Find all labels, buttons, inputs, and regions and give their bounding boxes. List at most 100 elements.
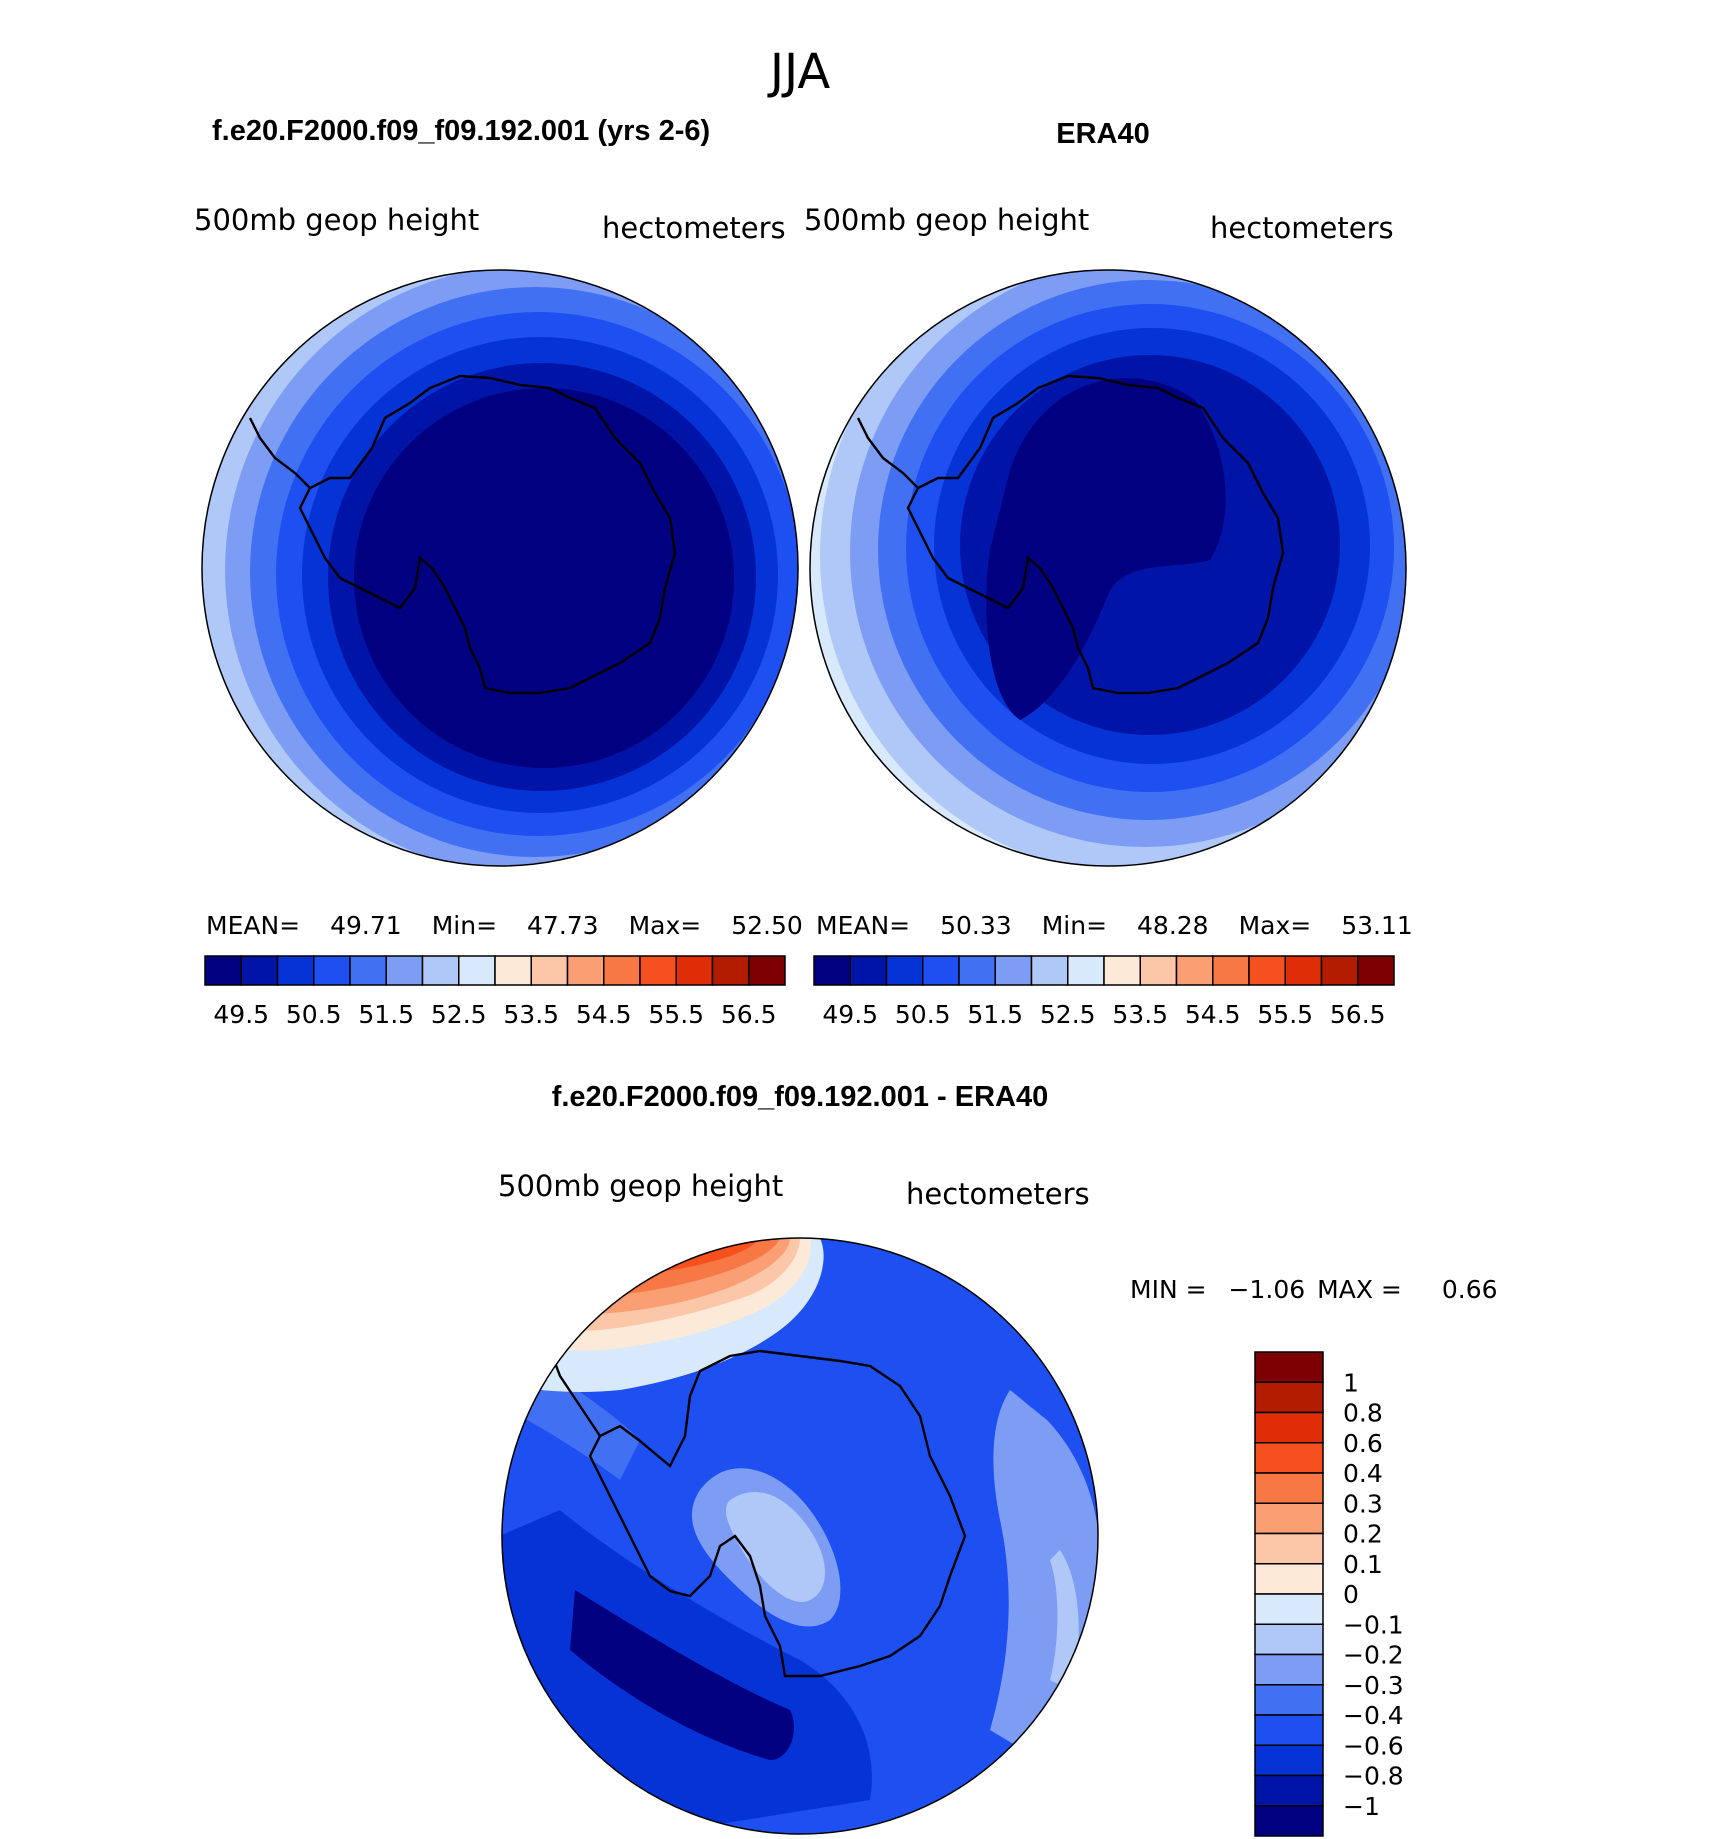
colorbar-tick-label: −1 bbox=[1343, 1792, 1380, 1821]
colorbar-tick-label: 0.8 bbox=[1343, 1399, 1383, 1428]
colorbar-swatch bbox=[922, 955, 960, 986]
colorbar-tick-label: −0.6 bbox=[1343, 1731, 1404, 1760]
colorbar-tick-label: 51.5 bbox=[358, 1000, 414, 1029]
colorbar-tick-label: 52.5 bbox=[1040, 1000, 1096, 1029]
colorbar-tick-label: 54.5 bbox=[1185, 1000, 1241, 1029]
colorbar-swatch bbox=[1357, 955, 1395, 986]
coastline-model bbox=[248, 374, 677, 695]
colorbar-swatch bbox=[1254, 1563, 1324, 1595]
colorbar-swatch bbox=[530, 955, 569, 986]
colorbar-tick-label: 53.5 bbox=[1112, 1000, 1168, 1029]
colorbar-swatch bbox=[1284, 955, 1323, 986]
colorbar-swatch bbox=[885, 955, 924, 986]
stats-obs: MEAN= 50.33 Min= 48.28 Max= 53.11 bbox=[816, 911, 1413, 940]
colorbar-tick-label: −0.1 bbox=[1343, 1610, 1404, 1639]
field-label-model: 500mb geop height bbox=[194, 203, 479, 237]
antarctica-outline-obs bbox=[906, 374, 1285, 695]
colorbar-tick-label: 50.5 bbox=[286, 1000, 342, 1029]
colorbar-swatch bbox=[994, 955, 1033, 986]
colorbar-swatch bbox=[1254, 1532, 1324, 1565]
map-diff-south-darker bbox=[570, 1590, 794, 1760]
coastline-obs bbox=[856, 374, 1285, 695]
colorbar-tick-label: 0 bbox=[1343, 1580, 1359, 1609]
stats-diff: MIN = −1.06 MAX = 0.66 bbox=[1130, 1275, 1498, 1304]
panel-title-obs: ERA40 bbox=[1056, 118, 1150, 150]
colorbar-swatch bbox=[385, 955, 424, 986]
colorbar-tick-label: 49.5 bbox=[822, 1000, 878, 1029]
panel-model: f.e20.F2000.f09_f09.192.001 (yrs 2-6) 50… bbox=[194, 115, 803, 1029]
panel-title-diff: f.e20.F2000.f09_f09.192.001 - ERA40 bbox=[552, 1081, 1049, 1113]
colorbar-swatch bbox=[204, 955, 242, 986]
colorbar-tick-label: 53.5 bbox=[503, 1000, 559, 1029]
colorbar-swatch bbox=[1254, 1442, 1324, 1474]
colorbar-swatch bbox=[276, 955, 315, 986]
map-diff-east-blue bbox=[840, 1440, 969, 1640]
colorbar-swatch bbox=[1030, 955, 1069, 986]
colorbar-swatch bbox=[494, 955, 532, 986]
colorbar-swatch bbox=[958, 955, 996, 986]
colorbar-tick-label: 49.5 bbox=[213, 1000, 269, 1029]
map-diff-east-strip bbox=[955, 1310, 1080, 1430]
colorbar-swatch bbox=[421, 955, 460, 986]
colorbar-tick-label: −0.8 bbox=[1343, 1762, 1404, 1791]
colorbar-swatch bbox=[458, 955, 496, 986]
colorbar-swatch bbox=[566, 955, 605, 986]
panel-title-model: f.e20.F2000.f09_f09.192.001 (yrs 2-6) bbox=[212, 115, 710, 147]
peninsula-obs bbox=[856, 417, 919, 489]
colorbar-swatch bbox=[1254, 1653, 1324, 1686]
colorbar-swatch bbox=[1139, 955, 1178, 986]
colorbar-tick-label: −0.2 bbox=[1343, 1641, 1404, 1670]
panel-obs: ERA40 500mb geop height hectometers MEAN… bbox=[804, 118, 1413, 1029]
colorbar-tick-label: 0.3 bbox=[1343, 1489, 1383, 1518]
map-diff-east-lighter bbox=[1050, 1550, 1079, 1690]
colorbar-swatch bbox=[1254, 1623, 1324, 1656]
map-obs-band-7 bbox=[986, 378, 1226, 720]
colorbar-tick-label: 54.5 bbox=[576, 1000, 632, 1029]
colorbar-tick-label: 1 bbox=[1343, 1368, 1359, 1397]
colorbar-swatch bbox=[1254, 1593, 1324, 1625]
colorbar-swatch bbox=[639, 955, 677, 986]
colorbar-swatch bbox=[813, 955, 851, 986]
colorbar-swatch bbox=[1067, 955, 1105, 986]
map-diff-border bbox=[501, 1237, 1099, 1835]
colorbar-tick-label: −0.3 bbox=[1343, 1671, 1404, 1700]
colorbar-tick-label: 0.6 bbox=[1343, 1429, 1383, 1458]
colorbar-swatch bbox=[1254, 1714, 1324, 1746]
colorbar-tick-label: 0.2 bbox=[1343, 1520, 1383, 1549]
colorbar-tick-label: 50.5 bbox=[895, 1000, 951, 1029]
colorbar-swatch bbox=[1254, 1684, 1324, 1716]
map-diff bbox=[502, 1238, 1098, 1834]
colorbar-swatch bbox=[748, 955, 786, 986]
colorbar-swatch bbox=[1254, 1351, 1324, 1383]
colorbar-swatch bbox=[1175, 955, 1214, 986]
map-model bbox=[202, 270, 798, 866]
colorbar-swatch bbox=[313, 955, 351, 986]
colorbar-swatch bbox=[1254, 1774, 1324, 1807]
colorbar-tick-label: 56.5 bbox=[1330, 1000, 1386, 1029]
units-label-model: hectometers bbox=[602, 211, 786, 245]
colorbar-diff: 10.80.60.40.30.20.10−0.1−0.2−0.3−0.4−0.6… bbox=[1254, 1351, 1404, 1837]
field-label-diff: 500mb geop height bbox=[498, 1169, 783, 1203]
colorbar-tick-label: 52.5 bbox=[431, 1000, 487, 1029]
colorbar-swatch bbox=[1320, 955, 1359, 986]
colorbar-swatch bbox=[349, 955, 387, 986]
colorbar-tick-label: 0.4 bbox=[1343, 1459, 1383, 1488]
colorbar-tick-label: 51.5 bbox=[967, 1000, 1023, 1029]
colorbar-swatch bbox=[1254, 1744, 1324, 1777]
colorbar-tick-label: 0.1 bbox=[1343, 1550, 1383, 1579]
colorbar-swatch bbox=[1248, 955, 1286, 986]
panel-diff: f.e20.F2000.f09_f09.192.001 - ERA40 500m… bbox=[498, 1081, 1498, 1837]
colorbar-swatch bbox=[1254, 1411, 1324, 1444]
colorbar-swatch bbox=[1254, 1381, 1324, 1414]
map-model-border bbox=[201, 269, 799, 867]
field-label-obs: 500mb geop height bbox=[804, 203, 1089, 237]
colorbar-tick-label: 55.5 bbox=[1257, 1000, 1313, 1029]
colorbar-swatch bbox=[1254, 1805, 1324, 1837]
units-label-diff: hectometers bbox=[906, 1177, 1090, 1211]
antarctica-outline-diff bbox=[588, 1349, 967, 1678]
colorbar-swatch bbox=[1254, 1502, 1324, 1535]
colorbar-swatch bbox=[603, 955, 641, 986]
units-label-obs: hectometers bbox=[1210, 211, 1394, 245]
colorbar-tick-label: 56.5 bbox=[721, 1000, 777, 1029]
